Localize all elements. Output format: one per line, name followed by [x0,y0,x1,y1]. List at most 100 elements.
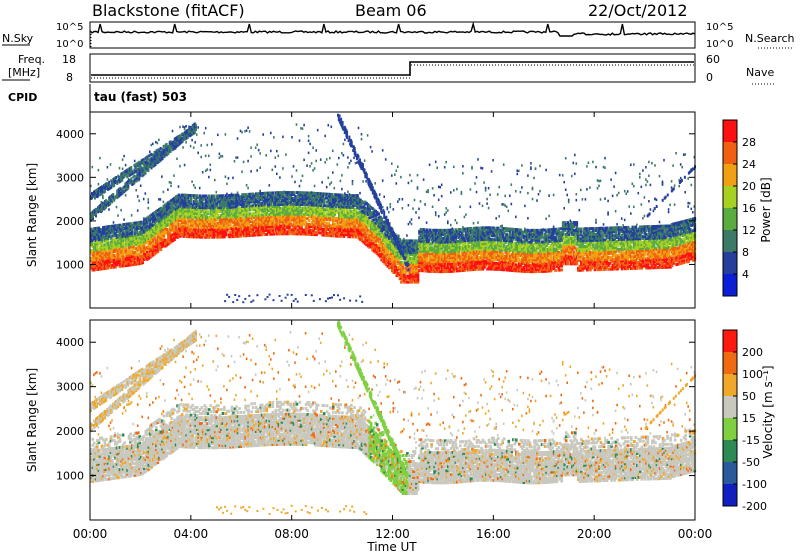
data-cell [294,222,297,226]
data-cell [300,203,303,206]
data-cell [268,209,272,213]
data-cell [375,232,379,236]
data-cell [336,224,340,228]
data-cell [109,248,113,252]
data-cell [445,211,447,214]
data-cell [273,232,276,236]
data-cell [329,218,332,222]
data-cell [344,215,347,219]
data-cell [94,260,98,264]
data-cell [144,223,148,227]
data-cell [206,210,210,214]
data-cell [186,203,190,207]
data-cell [277,201,281,204]
data-cell [368,210,371,214]
data-cell [257,200,261,203]
data-cell [209,208,213,212]
data-cell [468,238,471,242]
data-cell [277,228,281,232]
data-cell [217,208,220,212]
data-cell [96,256,99,260]
data-cell [102,263,105,267]
data-cell [327,202,331,206]
data-cell [129,239,132,243]
data-cell [108,244,111,248]
data-cell [197,204,200,208]
data-cell [179,201,182,205]
cpid-label: CPID [8,91,37,104]
data-cell [297,195,300,199]
data-cell [398,240,402,243]
data-cell [212,216,216,220]
data-cell [350,213,353,217]
data-cell [123,218,125,221]
data-cell [136,258,140,262]
data-cell [162,239,166,243]
data-cell [217,235,220,239]
data-cell [310,232,314,236]
data-cell [130,243,134,247]
data-cell [291,175,293,178]
data-cell [413,274,417,278]
data-cell [191,207,194,211]
data-cell [242,228,246,232]
data-cell [359,204,362,208]
data-cell [235,203,238,207]
data-cell [164,238,167,242]
data-cell [332,171,334,174]
data-cell [212,210,216,214]
data-cell [360,213,364,217]
data-cell [424,263,427,267]
data-cell [448,246,452,250]
data-cell [247,202,250,206]
data-cell [126,226,129,230]
data-cell [90,184,92,188]
data-cell [244,206,247,210]
data-cell [259,215,262,219]
data-cell [260,221,264,225]
data-cell [274,226,278,230]
data-cell [327,224,331,228]
data-cell [295,210,299,214]
data-cell [274,210,278,214]
data-cell [257,219,261,223]
data-cell [147,254,151,258]
data-cell [360,237,364,241]
data-cell [120,227,123,231]
data-cell [135,246,138,250]
data-cell [102,196,104,200]
data-cell [369,235,373,239]
data-cell [353,231,356,235]
data-cell [282,191,285,195]
data-cell [335,209,338,212]
data-cell [392,239,396,243]
data-cell [191,233,194,237]
data-cell [447,254,450,258]
data-cell [97,236,101,240]
data-cell [136,244,140,248]
data-cell [425,250,429,253]
data-cell [247,194,250,198]
data-cell [211,206,214,210]
data-cell [348,205,352,209]
data-cell [283,216,287,220]
data-cell [221,219,225,223]
data-cell [185,125,187,128]
data-cell [291,136,293,139]
data-cell [121,167,124,170]
data-cell [200,216,203,219]
data-cell [336,201,340,205]
data-cell [233,219,237,223]
data-cell [161,229,164,233]
data-cell [103,237,107,241]
data-cell [153,226,157,230]
data-cell [418,245,421,249]
data-cell [425,269,429,273]
data-cell [265,209,268,213]
data-cell [383,240,386,243]
data-cell [106,246,110,250]
data-cell [230,213,234,217]
data-cell [147,201,150,204]
data-cell [141,227,144,231]
data-cell [468,254,471,258]
